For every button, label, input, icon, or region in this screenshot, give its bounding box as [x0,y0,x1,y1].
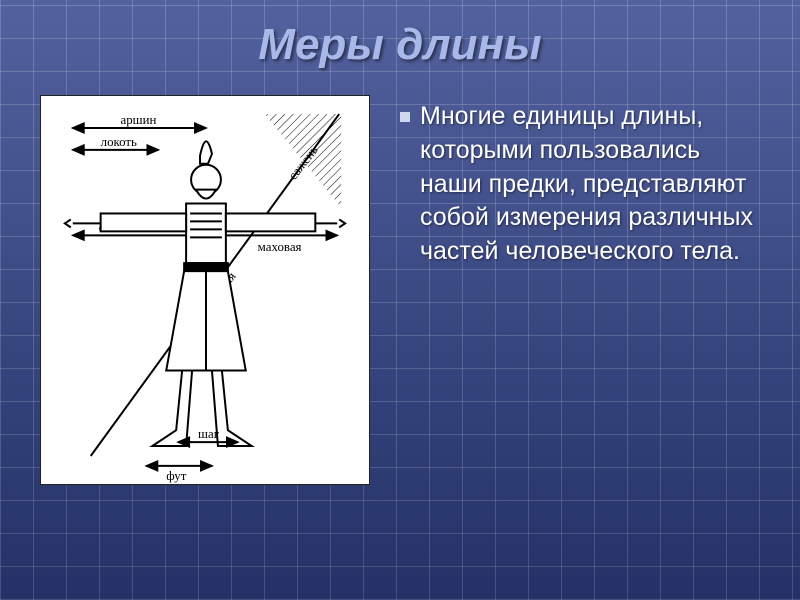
label-makhovaya: маховая [258,239,302,254]
measurement-diagram: аршин локоть сажень маховая косая сажень [41,96,369,484]
slide-title: Меры длины [30,20,770,70]
content-row: аршин локоть сажень маховая косая сажень [30,95,770,485]
label-shag: шаг [198,426,219,441]
label-fut: фут [166,468,186,483]
body-text: Многие единицы длины, которыми пользовал… [420,100,760,269]
label-arshin: аршин [121,112,157,127]
bullet-icon [400,112,410,122]
label-lokot: локоть [101,134,137,149]
slide: Меры длины арш [0,0,800,600]
human-figure [65,141,345,446]
text-column: Многие единицы длины, которыми пользовал… [400,95,760,485]
diagram-image: аршин локоть сажень маховая косая сажень [40,95,370,485]
bullet-item: Многие единицы длины, которыми пользовал… [400,100,760,269]
